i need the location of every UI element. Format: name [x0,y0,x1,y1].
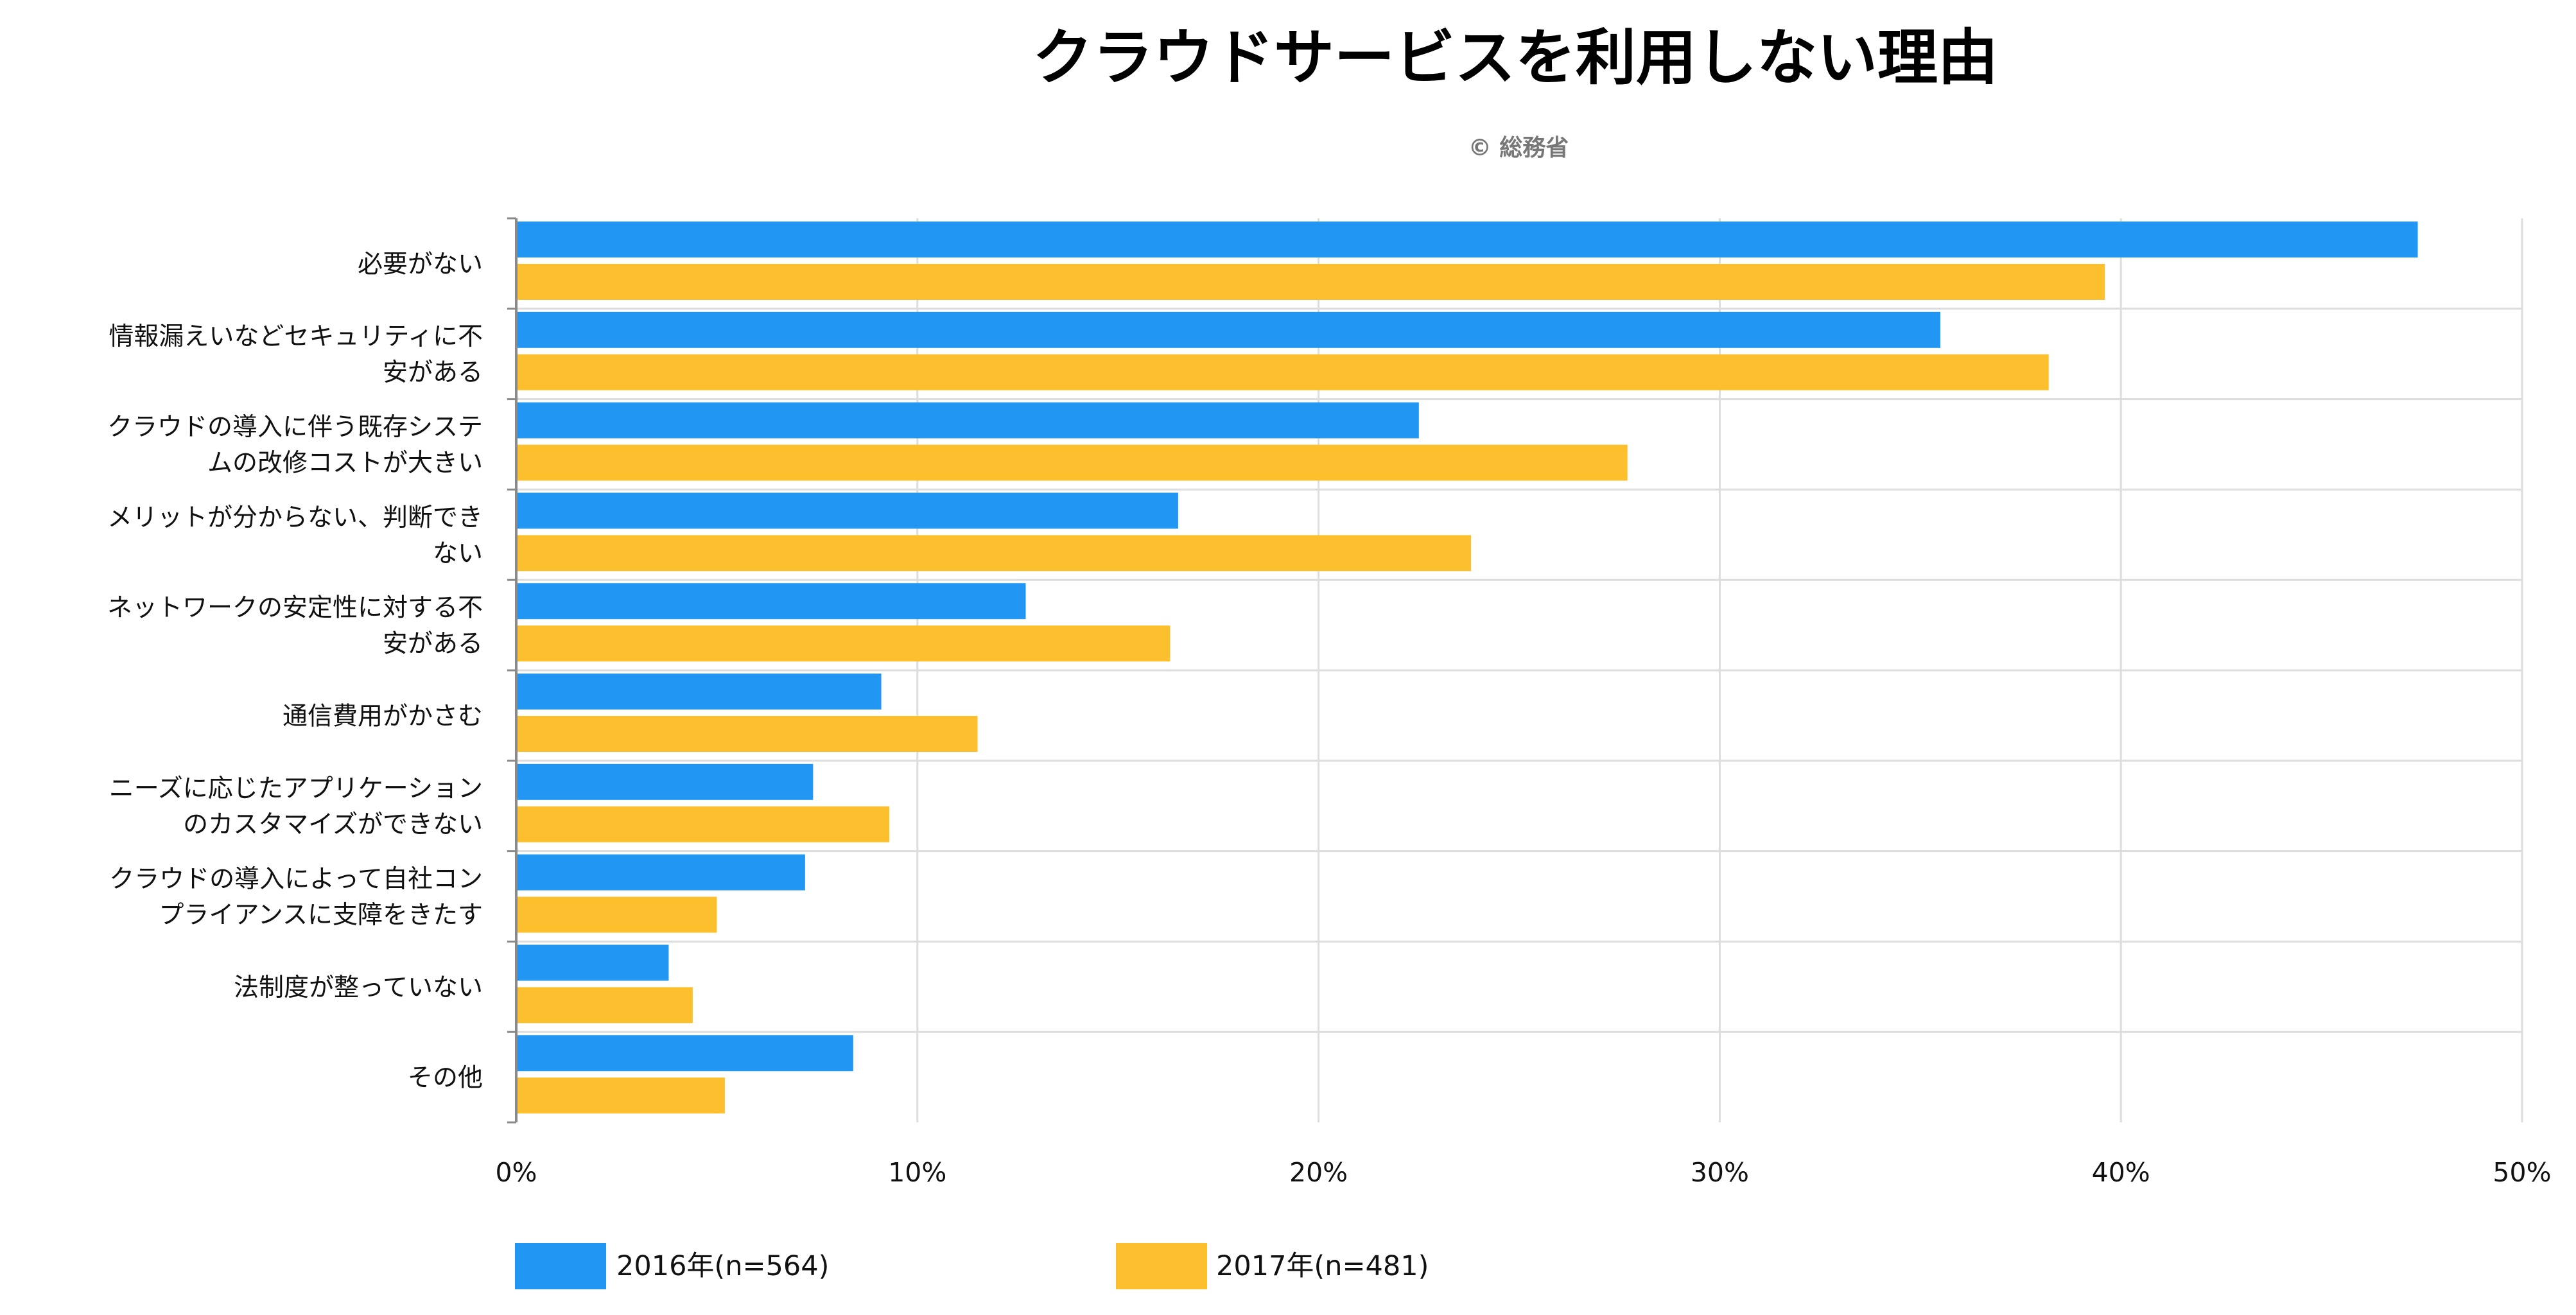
bars [516,222,2418,1114]
bar-2016 [516,763,814,800]
bar-2016 [516,492,1178,529]
category-label: その他 [408,1064,483,1093]
x-tick-labels: 0% 10% 20% 30% 40% 50% [495,1157,2551,1188]
bar-2017 [516,716,978,752]
legend: 2016年(n=564) 2017年(n=481) [515,1243,1429,1289]
x-tick-label: 10% [888,1157,946,1188]
bar-2017 [516,806,890,842]
legend-label-2016: 2016年(n=564) [616,1250,829,1282]
bar-2016 [516,854,805,891]
bar-2016 [516,945,669,981]
category-label: ニーズに応じたアプリケーションのカスタマイズができない [109,774,483,839]
category-label: ネットワークの安定性に対する不安がある [107,594,483,659]
bar-2017 [516,535,1472,571]
category-label: 情報漏えいなどセキュリティに不安がある [109,322,483,387]
bar-2017 [516,444,1628,481]
category-label: 通信費用がかさむ [283,702,483,731]
chart-subtitle: © 総務省 [1468,135,1569,161]
x-tick-label: 20% [1289,1157,1348,1188]
category-label: クラウドの導入に伴う既存システムの改修コストが大きい [107,413,483,478]
bar-2017 [516,354,2049,390]
bar-2016 [516,402,1419,439]
bar-2017 [516,896,717,933]
bar-2016 [516,311,1941,348]
category-labels: 必要がない情報漏えいなどセキュリティに不安があるクラウドの導入に伴う既存システム… [107,250,483,1092]
bar-2016 [516,674,882,710]
x-tick-label: 0% [495,1157,537,1188]
bar-2016 [516,1035,853,1072]
bar-2016 [516,222,2418,257]
bar-2017 [516,264,2105,300]
x-tick-label: 30% [1691,1157,1749,1188]
bar-2017 [516,1077,725,1114]
x-tick-label: 50% [2493,1157,2551,1188]
category-label: メリットが分からない、判断できない [107,503,483,568]
legend-label-2017: 2017年(n=481) [1216,1250,1429,1282]
legend-swatch-2016 [515,1243,606,1289]
category-label: 必要がない [358,250,483,279]
category-label: クラウドの導入によって自社コンプライアンスに支障をきたす [109,865,483,930]
category-label: 法制度が整っていない [234,973,483,1002]
bar-2017 [516,987,693,1023]
bar-2017 [516,625,1171,662]
axes [507,217,518,1124]
legend-swatch-2017 [1116,1243,1207,1289]
x-tick-label: 40% [2092,1157,2150,1188]
bar-2016 [516,583,1026,620]
chart-title: クラウドサービスを利用しない理由 [1032,23,1998,93]
